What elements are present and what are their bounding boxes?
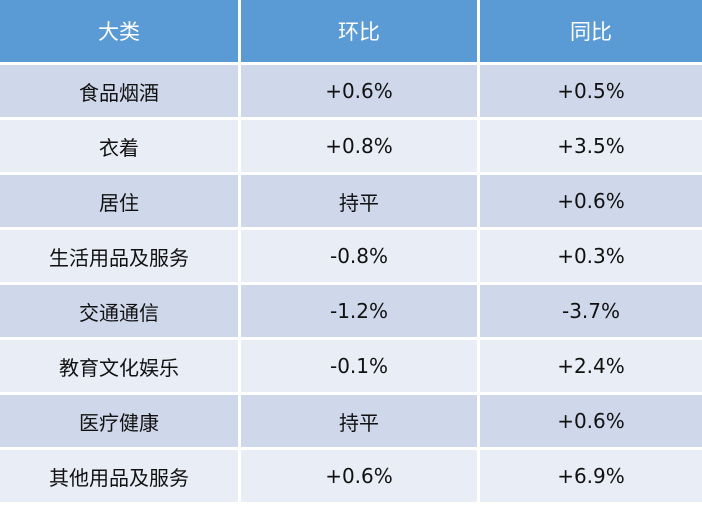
table-cell: +0.6%: [241, 450, 477, 502]
table-cell: -0.8%: [241, 230, 477, 282]
table-cell: +0.5%: [480, 65, 702, 117]
table-cell: 持平: [241, 175, 477, 227]
table-cell: 食品烟酒: [0, 65, 238, 117]
table-cell: +6.9%: [480, 450, 702, 502]
table-cell: 教育文化娱乐: [0, 340, 238, 392]
table-cell: +2.4%: [480, 340, 702, 392]
header-cell: 同比: [480, 0, 702, 62]
table-cell: +0.8%: [241, 120, 477, 172]
table-cell: -0.1%: [241, 340, 477, 392]
header-cell: 大类: [0, 0, 238, 62]
table-cell: 生活用品及服务: [0, 230, 238, 282]
table-cell: 衣着: [0, 120, 238, 172]
table-cell: 居住: [0, 175, 238, 227]
table-cell: +0.6%: [241, 65, 477, 117]
table-cell: 持平: [241, 395, 477, 447]
table-cell: -3.7%: [480, 285, 702, 337]
table-cell: -1.2%: [241, 285, 477, 337]
table-cell: +3.5%: [480, 120, 702, 172]
table-cell: 其他用品及服务: [0, 450, 238, 502]
header-cell: 环比: [241, 0, 477, 62]
table-cell: +0.6%: [480, 395, 702, 447]
table-cell: +0.3%: [480, 230, 702, 282]
table-cell: 交通通信: [0, 285, 238, 337]
table-cell: 医疗健康: [0, 395, 238, 447]
table-cell: +0.6%: [480, 175, 702, 227]
